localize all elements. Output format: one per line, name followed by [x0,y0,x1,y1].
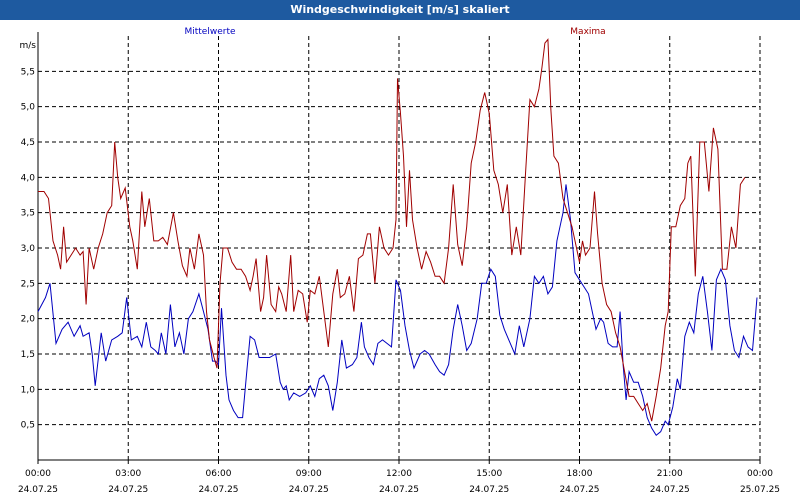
y-tick-label: 1,5 [21,350,35,360]
x-tick-date: 24.07.25 [18,485,58,495]
y-axis-label: m/s [20,41,37,51]
x-tick-time: 09:00 [296,469,322,479]
y-tick-label: 4,0 [21,173,36,183]
series-line-maxima [38,38,746,422]
y-tick-label: 5,0 [21,103,36,113]
x-tick-time: 06:00 [206,469,232,479]
window-title: Windgeschwindigkeit [m/s] skaliert [0,0,800,20]
y-tick-label: 5,5 [21,67,35,77]
x-tick-time: 15:00 [476,469,502,479]
y-tick-label: 0,5 [21,421,35,431]
legend-mittelwerte: Mittelwerte [184,27,235,37]
y-tick-label: 2,5 [21,279,35,289]
y-tick-label: 1,0 [21,385,36,395]
x-tick-date: 24.07.25 [559,485,599,495]
x-tick-time: 00:00 [25,469,51,479]
x-tick-date: 24.07.25 [379,485,419,495]
x-tick-date: 24.07.25 [469,485,509,495]
x-tick-time: 18:00 [567,469,593,479]
x-tick-time: 21:00 [657,469,683,479]
x-tick-date: 24.07.25 [289,485,329,495]
series-line-mittelwerte [37,184,758,437]
y-tick-label: 4,5 [21,138,35,148]
legend-maxima: Maxima [570,27,605,37]
y-tick-label: 3,5 [21,209,35,219]
y-tick-label: 3,0 [21,244,36,254]
x-tick-time: 12:00 [386,469,412,479]
x-tick-date: 24.07.25 [650,485,690,495]
x-tick-time: 00:00 [747,469,773,479]
y-tick-label: 2,0 [21,315,36,325]
x-tick-time: 03:00 [115,469,141,479]
x-tick-date: 24.07.25 [198,485,238,495]
x-tick-date: 25.07.25 [740,485,780,495]
x-tick-date: 24.07.25 [108,485,148,495]
